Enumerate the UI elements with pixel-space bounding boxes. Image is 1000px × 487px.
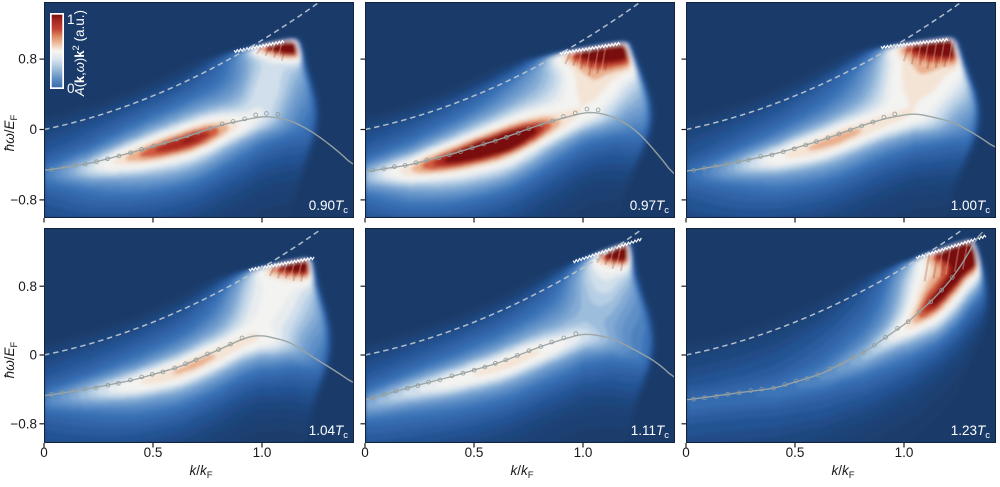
svg-text:0.5: 0.5 — [786, 445, 805, 460]
svg-text:ħω/EF: ħω/EF — [2, 342, 20, 379]
svg-text:0.97Tc: 0.97Tc — [630, 198, 670, 216]
svg-text:−0.8: −0.8 — [10, 416, 37, 431]
svg-text:1.0: 1.0 — [895, 445, 914, 460]
svg-text:0.8: 0.8 — [18, 279, 37, 294]
svg-text:1.0: 1.0 — [574, 445, 593, 460]
svg-text:0: 0 — [361, 445, 369, 460]
svg-text:0: 0 — [67, 81, 75, 96]
svg-text:−0.8: −0.8 — [10, 193, 37, 208]
svg-text:A(k,ω)k2 (a.u.): A(k,ω)k2 (a.u.) — [71, 10, 87, 97]
svg-text:1.00Tc: 1.00Tc — [951, 198, 991, 216]
svg-text:0: 0 — [29, 348, 37, 363]
svg-text:0.8: 0.8 — [18, 52, 37, 67]
svg-text:ħω/EF: ħω/EF — [2, 115, 20, 152]
svg-text:0.90Tc: 0.90Tc — [309, 198, 349, 216]
svg-text:0: 0 — [29, 122, 37, 137]
svg-text:1.04Tc: 1.04Tc — [309, 423, 349, 441]
svg-text:1.11Tc: 1.11Tc — [631, 423, 670, 441]
svg-text:0: 0 — [40, 445, 48, 460]
svg-text:0: 0 — [682, 445, 690, 460]
svg-text:1: 1 — [67, 12, 75, 27]
svg-text:0.5: 0.5 — [144, 445, 163, 460]
svg-text:1.23Tc: 1.23Tc — [951, 423, 991, 441]
svg-text:1.0: 1.0 — [253, 445, 272, 460]
svg-text:0.5: 0.5 — [465, 445, 484, 460]
